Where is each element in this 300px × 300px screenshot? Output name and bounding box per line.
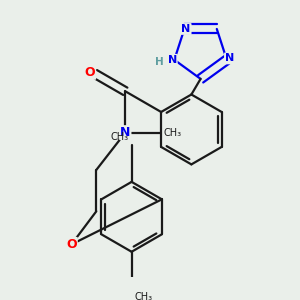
- Text: N: N: [120, 126, 130, 139]
- Text: H: H: [155, 57, 164, 67]
- Text: CH₃: CH₃: [111, 132, 129, 142]
- Text: O: O: [85, 66, 95, 79]
- Text: N: N: [182, 24, 190, 34]
- Text: CH₃: CH₃: [164, 128, 182, 138]
- Text: O: O: [66, 238, 77, 251]
- Text: N: N: [167, 55, 177, 65]
- Text: N: N: [225, 53, 234, 63]
- Text: CH₃: CH₃: [134, 292, 152, 300]
